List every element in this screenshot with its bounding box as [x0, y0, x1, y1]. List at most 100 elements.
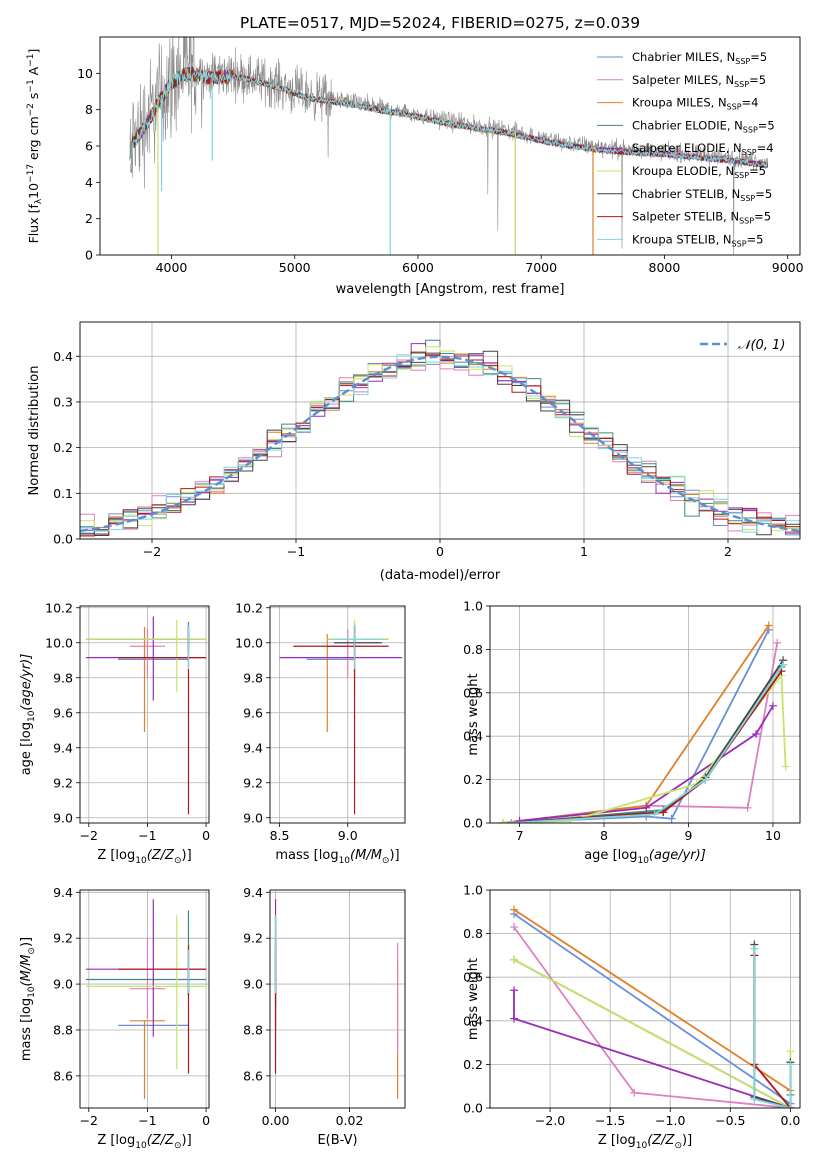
label-part: )] [182, 1133, 192, 1148]
x-tick-label: 1 [580, 544, 588, 559]
series-marker [510, 1014, 519, 1023]
series-line [753, 955, 792, 1108]
label-part: SSP [740, 194, 755, 203]
y-tick-label: 10.0 [235, 635, 263, 650]
legend-entry: Chabrier ELODIE, NSSP=5 [632, 118, 775, 134]
x-axis-label: Z [log10(Z/Z⊙)] [97, 848, 191, 866]
series-line [513, 913, 792, 1108]
errorbar-point-chabrier_elodie [327, 621, 389, 650]
series-marker [750, 1095, 759, 1104]
label-part: (Z/Z [147, 848, 175, 863]
y-tick-label: 9.0 [53, 810, 73, 825]
label-part: =5 [755, 187, 772, 201]
label-part: Chabrier ELODIE, N [632, 118, 743, 132]
label-part: (M/M [19, 955, 34, 987]
y-tick-label: 0.4 [53, 349, 73, 364]
series-marker [781, 762, 790, 771]
x-axis-label: Z [log10(Z/Z⊙)] [97, 1133, 191, 1151]
y-tick-label: 8 [85, 102, 93, 117]
x-tick-label: 7 [516, 828, 524, 843]
legend-entry: Chabrier STELIB, NSSP=5 [632, 187, 772, 203]
series-marker [510, 905, 519, 914]
plot-area-mw_vs_age [498, 621, 790, 823]
errorbar-point-salpeter_miles [327, 628, 362, 678]
series-marker [764, 621, 773, 630]
label-part: ⊙ [174, 1141, 182, 1151]
series-marker [650, 810, 659, 819]
x-tick-label: 2 [724, 544, 732, 559]
series-marker [786, 1104, 795, 1108]
label-part: (age/yr)] [649, 848, 706, 863]
plots-layer: 4000 5000 6000 7000 8000 90000246810wavelengt… [19, 36, 804, 1151]
x-tick-label: 9 [685, 828, 693, 843]
series-marker [498, 819, 507, 823]
y-tick-label: 10.0 [45, 635, 73, 650]
series-kroupa_stelib [750, 944, 795, 1108]
x-tick-label: 9.0 [338, 828, 358, 843]
x-tick-label: 4000 [156, 260, 188, 275]
series-marker [630, 1088, 639, 1097]
axes-frame [99, 36, 801, 256]
label-part: Salpeter ELODIE, N [632, 141, 742, 155]
y-axis-label: age [log10(age/yr)] [19, 654, 37, 776]
series-marker [786, 1060, 795, 1069]
series-marker [667, 814, 676, 823]
plot-area-mass_vs_ebv [274, 899, 399, 1099]
label-part: SSP [732, 239, 747, 248]
y-axis-label: mass [log10(M/M⊙)] [19, 937, 37, 1061]
x-tick-label: 8.5 [270, 828, 290, 843]
label-part: 10 [26, 183, 41, 199]
label-part: Salpeter MILES, N [632, 73, 734, 87]
x-axis-label: wavelength [Angstrom, rest frame] [336, 282, 565, 297]
x-tick-label: 7000 [525, 260, 557, 275]
y-tick-label: 0.8 [463, 642, 483, 657]
series-marker [510, 923, 519, 932]
y-tick-label: 0.2 [463, 772, 483, 787]
series-marker [515, 816, 524, 823]
errorbar-point-salpeter_miles [129, 938, 166, 1019]
label-part: (M/M [350, 848, 382, 863]
axes-mass_vs_Z: −2 −1 08.68.89.09.29.4Z [log10(Z/Z⊙)]mass … [19, 885, 210, 1151]
series-marker [752, 730, 761, 739]
y-tick-label: 9.4 [53, 885, 73, 900]
label-part: 10 [27, 710, 37, 722]
plot-area-mass_vs_Z [85, 899, 207, 1099]
series-line [753, 948, 792, 1108]
y-axis-label: mass weight [466, 958, 481, 1040]
axes-age_vs_mass: 8.5 9.0 9.0 9.2 9.4 9.6 9.8 10.0 10.2 mass [log10… [235, 600, 406, 866]
label-part: λ [34, 198, 44, 204]
legend-entry: Salpeter STELIB, NSSP=5 [632, 210, 771, 226]
label-part: =5 [747, 232, 764, 246]
series-line [511, 670, 783, 823]
plot-area-spectrum [129, 37, 768, 255]
label-part: ⊙ [674, 1141, 682, 1151]
axes-residual_hist: −2 −1 0 1 2 0.0 0.1 0.2 0.3 0.4 (data-model)/error… [27, 321, 801, 583]
y-tick-label: 0.6 [463, 685, 483, 700]
y-tick-label: 8.8 [243, 1022, 263, 1037]
errorbar-point-salpeter_elodie [279, 639, 403, 678]
x-tick-label: −0.5 [715, 1113, 745, 1128]
series-marker [642, 803, 651, 812]
series-marker [507, 819, 516, 823]
x-tick-label: 0 [202, 1113, 210, 1128]
label-part: Kroupa STELIB, N [632, 232, 732, 246]
label-part: 10 [637, 856, 649, 866]
x-axis-label: (data-model)/error [380, 568, 501, 583]
y-tick-label: 0.0 [463, 1101, 483, 1116]
axes-mass_vs_ebv: 0.00 0.02 8.6 8.8 9.0 9.2 9.4 E(B-V) [243, 885, 406, 1148]
label-part: SSP [727, 103, 742, 112]
series-line [502, 624, 770, 823]
x-tick-label: −2 [143, 544, 161, 559]
series-line [519, 705, 774, 822]
x-tick-label: −2 [80, 828, 98, 843]
series-salpeter_elodie [515, 701, 777, 823]
label-part: erg cm [26, 116, 41, 164]
y-tick-label: 9.0 [53, 977, 73, 992]
x-tick-label: 0 [436, 544, 444, 559]
series-salpeter_elodie [510, 986, 795, 1108]
histogram-salpeter_stelib [80, 351, 800, 537]
series-marker [786, 1047, 795, 1056]
y-tick-label: 1.0 [463, 883, 483, 898]
